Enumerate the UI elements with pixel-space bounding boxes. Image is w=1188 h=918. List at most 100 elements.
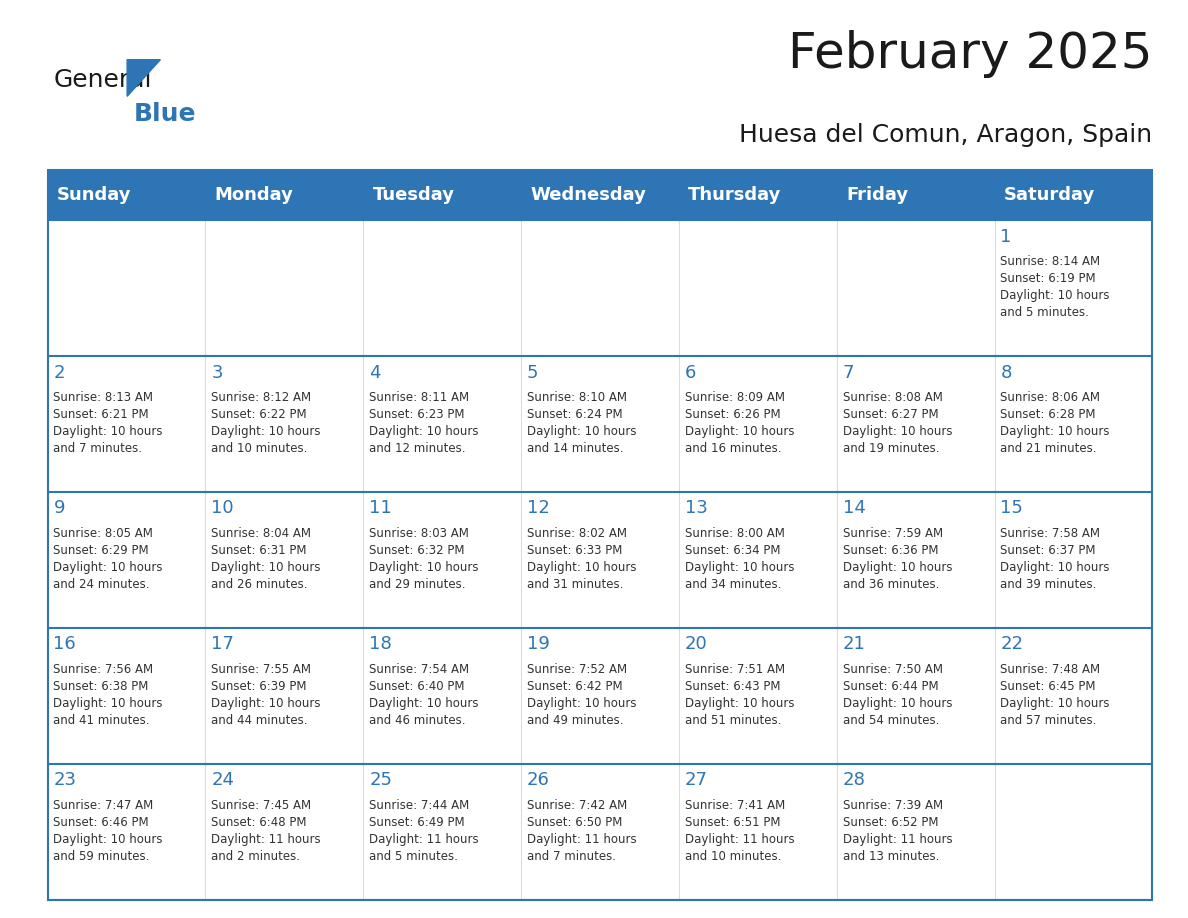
Bar (364, 628, 522, 764)
Text: Sunrise: 8:14 AM
Sunset: 6:19 PM
Daylight: 10 hours
and 5 minutes.: Sunrise: 8:14 AM Sunset: 6:19 PM Dayligh… (1000, 255, 1110, 319)
Bar (48, 170, 206, 220)
Text: Sunrise: 8:02 AM
Sunset: 6:33 PM
Daylight: 10 hours
and 31 minutes.: Sunrise: 8:02 AM Sunset: 6:33 PM Dayligh… (527, 527, 637, 591)
Text: 20: 20 (684, 635, 708, 654)
Text: Sunrise: 8:13 AM
Sunset: 6:21 PM
Daylight: 10 hours
and 7 minutes.: Sunrise: 8:13 AM Sunset: 6:21 PM Dayligh… (53, 391, 163, 455)
Text: 3: 3 (211, 364, 223, 382)
Text: Sunrise: 7:50 AM
Sunset: 6:44 PM
Daylight: 10 hours
and 54 minutes.: Sunrise: 7:50 AM Sunset: 6:44 PM Dayligh… (842, 663, 952, 727)
Text: 27: 27 (684, 771, 708, 789)
Text: 13: 13 (684, 499, 708, 518)
Text: Sunrise: 7:59 AM
Sunset: 6:36 PM
Daylight: 10 hours
and 36 minutes.: Sunrise: 7:59 AM Sunset: 6:36 PM Dayligh… (842, 527, 952, 591)
Bar (836, 764, 994, 900)
Text: Sunrise: 7:47 AM
Sunset: 6:46 PM
Daylight: 10 hours
and 59 minutes.: Sunrise: 7:47 AM Sunset: 6:46 PM Dayligh… (53, 799, 163, 863)
Bar (206, 170, 364, 220)
Text: Sunrise: 7:45 AM
Sunset: 6:48 PM
Daylight: 11 hours
and 2 minutes.: Sunrise: 7:45 AM Sunset: 6:48 PM Dayligh… (211, 799, 321, 863)
Text: Sunrise: 7:54 AM
Sunset: 6:40 PM
Daylight: 10 hours
and 46 minutes.: Sunrise: 7:54 AM Sunset: 6:40 PM Dayligh… (369, 663, 479, 727)
Bar (48, 492, 206, 628)
Text: Friday: Friday (846, 186, 909, 204)
Text: Sunrise: 8:10 AM
Sunset: 6:24 PM
Daylight: 10 hours
and 14 minutes.: Sunrise: 8:10 AM Sunset: 6:24 PM Dayligh… (527, 391, 637, 455)
Bar (994, 356, 1152, 492)
Text: 1: 1 (1000, 228, 1012, 246)
Text: Sunday: Sunday (57, 186, 132, 204)
Text: Tuesday: Tuesday (373, 186, 455, 204)
Bar (678, 492, 836, 628)
Text: Wednesday: Wednesday (531, 186, 646, 204)
Text: 16: 16 (53, 635, 76, 654)
Bar (364, 764, 522, 900)
Text: Sunrise: 7:55 AM
Sunset: 6:39 PM
Daylight: 10 hours
and 44 minutes.: Sunrise: 7:55 AM Sunset: 6:39 PM Dayligh… (211, 663, 321, 727)
Bar (364, 356, 522, 492)
Text: 25: 25 (369, 771, 392, 789)
Bar (364, 170, 522, 220)
Text: 14: 14 (842, 499, 866, 518)
Text: 6: 6 (684, 364, 696, 382)
Text: Sunrise: 7:56 AM
Sunset: 6:38 PM
Daylight: 10 hours
and 41 minutes.: Sunrise: 7:56 AM Sunset: 6:38 PM Dayligh… (53, 663, 163, 727)
Text: 19: 19 (527, 635, 550, 654)
Text: Sunrise: 7:41 AM
Sunset: 6:51 PM
Daylight: 11 hours
and 10 minutes.: Sunrise: 7:41 AM Sunset: 6:51 PM Dayligh… (684, 799, 795, 863)
Bar (836, 492, 994, 628)
Text: 9: 9 (53, 499, 65, 518)
Bar (994, 764, 1152, 900)
Text: 4: 4 (369, 364, 380, 382)
Text: Sunrise: 8:12 AM
Sunset: 6:22 PM
Daylight: 10 hours
and 10 minutes.: Sunrise: 8:12 AM Sunset: 6:22 PM Dayligh… (211, 391, 321, 455)
Text: Sunrise: 8:05 AM
Sunset: 6:29 PM
Daylight: 10 hours
and 24 minutes.: Sunrise: 8:05 AM Sunset: 6:29 PM Dayligh… (53, 527, 163, 591)
Text: 28: 28 (842, 771, 866, 789)
Text: 26: 26 (527, 771, 550, 789)
Text: 8: 8 (1000, 364, 1012, 382)
Text: Sunrise: 7:51 AM
Sunset: 6:43 PM
Daylight: 10 hours
and 51 minutes.: Sunrise: 7:51 AM Sunset: 6:43 PM Dayligh… (684, 663, 795, 727)
Bar (836, 220, 994, 356)
Text: Sunrise: 7:48 AM
Sunset: 6:45 PM
Daylight: 10 hours
and 57 minutes.: Sunrise: 7:48 AM Sunset: 6:45 PM Dayligh… (1000, 663, 1110, 727)
Bar (678, 356, 836, 492)
Text: 2: 2 (53, 364, 65, 382)
Text: Sunrise: 8:11 AM
Sunset: 6:23 PM
Daylight: 10 hours
and 12 minutes.: Sunrise: 8:11 AM Sunset: 6:23 PM Dayligh… (369, 391, 479, 455)
Text: 22: 22 (1000, 635, 1024, 654)
Text: Sunrise: 7:44 AM
Sunset: 6:49 PM
Daylight: 11 hours
and 5 minutes.: Sunrise: 7:44 AM Sunset: 6:49 PM Dayligh… (369, 799, 479, 863)
Text: Sunrise: 8:09 AM
Sunset: 6:26 PM
Daylight: 10 hours
and 16 minutes.: Sunrise: 8:09 AM Sunset: 6:26 PM Dayligh… (684, 391, 795, 455)
Bar (678, 170, 836, 220)
Text: 24: 24 (211, 771, 234, 789)
Polygon shape (127, 60, 160, 96)
Text: 5: 5 (527, 364, 538, 382)
Text: 10: 10 (211, 499, 234, 518)
Bar (364, 492, 522, 628)
Bar (836, 356, 994, 492)
Bar (206, 764, 364, 900)
Bar (206, 356, 364, 492)
Text: Sunrise: 8:08 AM
Sunset: 6:27 PM
Daylight: 10 hours
and 19 minutes.: Sunrise: 8:08 AM Sunset: 6:27 PM Dayligh… (842, 391, 952, 455)
Bar (678, 628, 836, 764)
Text: Sunrise: 8:06 AM
Sunset: 6:28 PM
Daylight: 10 hours
and 21 minutes.: Sunrise: 8:06 AM Sunset: 6:28 PM Dayligh… (1000, 391, 1110, 455)
Text: Saturday: Saturday (1004, 186, 1095, 204)
Text: Sunrise: 7:58 AM
Sunset: 6:37 PM
Daylight: 10 hours
and 39 minutes.: Sunrise: 7:58 AM Sunset: 6:37 PM Dayligh… (1000, 527, 1110, 591)
Text: 23: 23 (53, 771, 76, 789)
Text: Sunrise: 8:03 AM
Sunset: 6:32 PM
Daylight: 10 hours
and 29 minutes.: Sunrise: 8:03 AM Sunset: 6:32 PM Dayligh… (369, 527, 479, 591)
Text: Monday: Monday (215, 186, 293, 204)
Bar (522, 492, 678, 628)
Bar (522, 356, 678, 492)
Bar (836, 628, 994, 764)
Text: General: General (53, 68, 152, 92)
Bar (836, 170, 994, 220)
Text: Thursday: Thursday (688, 186, 782, 204)
Text: Sunrise: 7:42 AM
Sunset: 6:50 PM
Daylight: 11 hours
and 7 minutes.: Sunrise: 7:42 AM Sunset: 6:50 PM Dayligh… (527, 799, 637, 863)
Text: Sunrise: 8:00 AM
Sunset: 6:34 PM
Daylight: 10 hours
and 34 minutes.: Sunrise: 8:00 AM Sunset: 6:34 PM Dayligh… (684, 527, 795, 591)
Text: Huesa del Comun, Aragon, Spain: Huesa del Comun, Aragon, Spain (739, 123, 1152, 147)
Text: Sunrise: 7:39 AM
Sunset: 6:52 PM
Daylight: 11 hours
and 13 minutes.: Sunrise: 7:39 AM Sunset: 6:52 PM Dayligh… (842, 799, 953, 863)
Bar (522, 764, 678, 900)
Bar (522, 220, 678, 356)
Text: 18: 18 (369, 635, 392, 654)
Text: Sunrise: 7:52 AM
Sunset: 6:42 PM
Daylight: 10 hours
and 49 minutes.: Sunrise: 7:52 AM Sunset: 6:42 PM Dayligh… (527, 663, 637, 727)
Bar (48, 170, 1152, 900)
Text: 7: 7 (842, 364, 854, 382)
Text: Sunrise: 8:04 AM
Sunset: 6:31 PM
Daylight: 10 hours
and 26 minutes.: Sunrise: 8:04 AM Sunset: 6:31 PM Dayligh… (211, 527, 321, 591)
Bar (994, 170, 1152, 220)
Bar (994, 628, 1152, 764)
Bar (364, 220, 522, 356)
Text: 11: 11 (369, 499, 392, 518)
Text: 17: 17 (211, 635, 234, 654)
Text: February 2025: February 2025 (788, 30, 1152, 78)
Bar (48, 628, 206, 764)
Text: 15: 15 (1000, 499, 1023, 518)
Bar (206, 492, 364, 628)
Bar (678, 764, 836, 900)
Bar (206, 220, 364, 356)
Bar (48, 764, 206, 900)
